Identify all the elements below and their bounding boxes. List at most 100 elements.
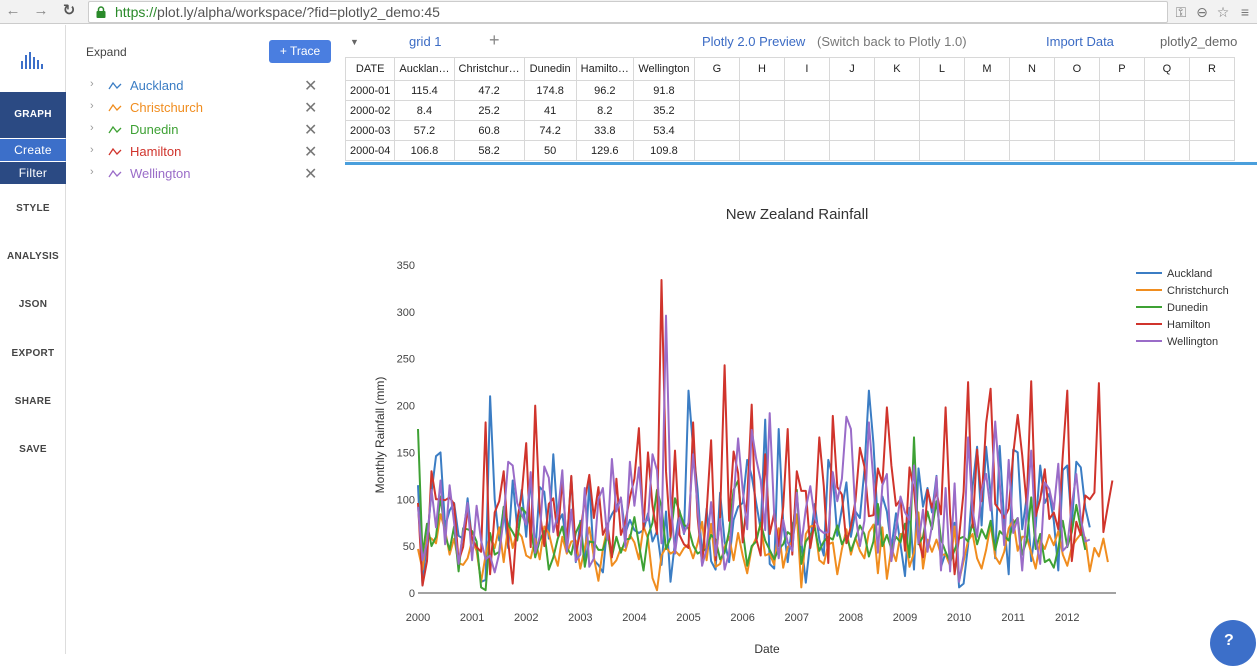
grid-cell[interactable] <box>783 80 830 101</box>
grid-cell[interactable] <box>873 140 920 161</box>
grid-cell[interactable] <box>1008 120 1055 141</box>
chevron-right-icon[interactable]: › <box>90 78 94 90</box>
plotly-logo-icon[interactable] <box>18 49 48 71</box>
column-header[interactable]: Q <box>1143 57 1190 81</box>
grid-cell[interactable] <box>963 80 1010 101</box>
grid-cell[interactable]: 129.6 <box>575 140 634 161</box>
grid-cell[interactable] <box>738 80 785 101</box>
trace-row-wellington[interactable]: › Wellington ✕ <box>86 164 326 184</box>
grid-cell[interactable] <box>783 100 830 121</box>
legend-item-auckland[interactable]: Auckland <box>1167 268 1212 280</box>
grid-cell[interactable] <box>873 100 920 121</box>
column-header[interactable]: K <box>873 57 920 81</box>
trace-name[interactable]: Wellington <box>130 166 191 181</box>
trace-name[interactable]: Auckland <box>130 78 184 93</box>
key-icon[interactable]: ⚿ <box>1175 4 1187 20</box>
grid-cell[interactable] <box>1143 140 1190 161</box>
grid-cell[interactable] <box>828 80 875 101</box>
grid-cell[interactable]: 96.2 <box>575 80 634 101</box>
tab-grid-1[interactable]: grid 1 <box>409 34 442 49</box>
grid-cell[interactable] <box>1098 80 1145 101</box>
rainfall-chart[interactable]: New Zealand Rainfall 0 50 100 150 200 250 300 3… <box>344 165 1257 654</box>
grid-cell[interactable]: 41 <box>523 100 577 121</box>
column-header[interactable]: DATE <box>344 57 396 81</box>
delete-trace-icon[interactable]: ✕ <box>304 122 318 139</box>
grid-cell[interactable]: 2000-04 <box>344 140 396 161</box>
grid-cell[interactable]: 109.8 <box>632 140 695 161</box>
grid-cell[interactable] <box>918 140 965 161</box>
grid-cell[interactable] <box>918 100 965 121</box>
series-line-wellington[interactable] <box>417 314 1091 583</box>
chart-legend[interactable]: Auckland Christchurch Dunedin Hamilton Welli… <box>1136 268 1229 348</box>
grid-cell[interactable] <box>963 140 1010 161</box>
trace-row-auckland[interactable]: › Auckland ✕ <box>86 76 326 96</box>
grid-cell[interactable]: 74.2 <box>523 120 577 141</box>
chevron-right-icon[interactable]: › <box>90 122 94 134</box>
grid-cell[interactable] <box>1188 140 1235 161</box>
delete-trace-icon[interactable]: ✕ <box>304 78 318 95</box>
grid-cell[interactable]: 2000-03 <box>344 120 396 141</box>
grid-cell[interactable] <box>783 140 830 161</box>
grid-cell[interactable] <box>1008 100 1055 121</box>
grid-cell[interactable]: 8.2 <box>575 100 634 121</box>
grid-cell[interactable] <box>1098 100 1145 121</box>
grid-cell[interactable]: 2000-01 <box>344 80 396 101</box>
grid-cell[interactable] <box>1188 100 1235 121</box>
grid-cell[interactable] <box>918 120 965 141</box>
grid-cell[interactable] <box>1188 120 1235 141</box>
column-header[interactable]: Aucklan… <box>394 57 455 81</box>
nav-style[interactable]: STYLE <box>16 203 50 214</box>
column-header[interactable]: Wellington <box>632 57 695 81</box>
column-header[interactable]: I <box>783 57 830 81</box>
grid-cell[interactable]: 8.4 <box>394 100 455 121</box>
grid-cell[interactable] <box>1143 120 1190 141</box>
column-header[interactable]: J <box>828 57 875 81</box>
column-header[interactable]: L <box>918 57 965 81</box>
delete-trace-icon[interactable]: ✕ <box>304 144 318 161</box>
chevron-right-icon[interactable]: › <box>90 144 94 156</box>
column-header[interactable]: R <box>1188 57 1235 81</box>
grid-cell[interactable]: 60.8 <box>453 120 525 141</box>
add-trace-button[interactable]: + Trace <box>269 40 331 63</box>
legend-item-christchurch[interactable]: Christchurch <box>1167 285 1229 297</box>
column-header[interactable]: Hamilto… <box>575 57 634 81</box>
trace-row-dunedin[interactable]: › Dunedin ✕ <box>86 120 326 140</box>
grid-cell[interactable] <box>738 120 785 141</box>
grid-cell[interactable] <box>738 140 785 161</box>
grid-cell[interactable] <box>828 100 875 121</box>
grid-cell[interactable]: 58.2 <box>453 140 525 161</box>
nav-graph[interactable]: GRAPH <box>0 92 66 138</box>
grid-cell[interactable]: 115.4 <box>394 80 455 101</box>
trace-name[interactable]: Hamilton <box>130 144 182 159</box>
grid-cell[interactable]: 25.2 <box>453 100 525 121</box>
grid-cell[interactable] <box>1098 120 1145 141</box>
nav-share[interactable]: SHARE <box>14 396 52 407</box>
nav-json[interactable]: JSON <box>18 299 48 310</box>
forward-arrow-icon[interactable]: → <box>33 2 49 19</box>
grid-cell[interactable]: 50 <box>523 140 577 161</box>
grid-cell[interactable] <box>963 120 1010 141</box>
series-line-hamilton[interactable] <box>417 279 1114 587</box>
grid-cell[interactable] <box>828 140 875 161</box>
column-header[interactable]: O <box>1053 57 1100 81</box>
delete-trace-icon[interactable]: ✕ <box>304 100 318 117</box>
grid-cell[interactable] <box>693 120 740 141</box>
grid-cell[interactable] <box>738 100 785 121</box>
trace-name[interactable]: Christchurch <box>130 100 203 115</box>
back-arrow-icon[interactable]: ← <box>5 2 21 19</box>
grid-cell[interactable] <box>693 80 740 101</box>
trace-row-hamilton[interactable]: › Hamilton ✕ <box>86 142 326 162</box>
nav-filter[interactable]: Filter <box>0 162 66 184</box>
grid-cell[interactable]: 47.2 <box>453 80 525 101</box>
column-header[interactable]: N <box>1008 57 1055 81</box>
grid-cell[interactable] <box>828 120 875 141</box>
column-header[interactable]: P <box>1098 57 1145 81</box>
trace-row-christchurch[interactable]: › Christchurch ✕ <box>86 98 326 118</box>
grid-cell[interactable] <box>1143 100 1190 121</box>
legend-item-dunedin[interactable]: Dunedin <box>1167 302 1208 314</box>
grid-cell[interactable] <box>783 120 830 141</box>
grid-cell[interactable]: 57.2 <box>394 120 455 141</box>
zoom-icon[interactable]: ⊖ <box>1196 4 1208 20</box>
nav-create[interactable]: Create <box>0 139 66 161</box>
legend-item-wellington[interactable]: Wellington <box>1167 336 1218 348</box>
